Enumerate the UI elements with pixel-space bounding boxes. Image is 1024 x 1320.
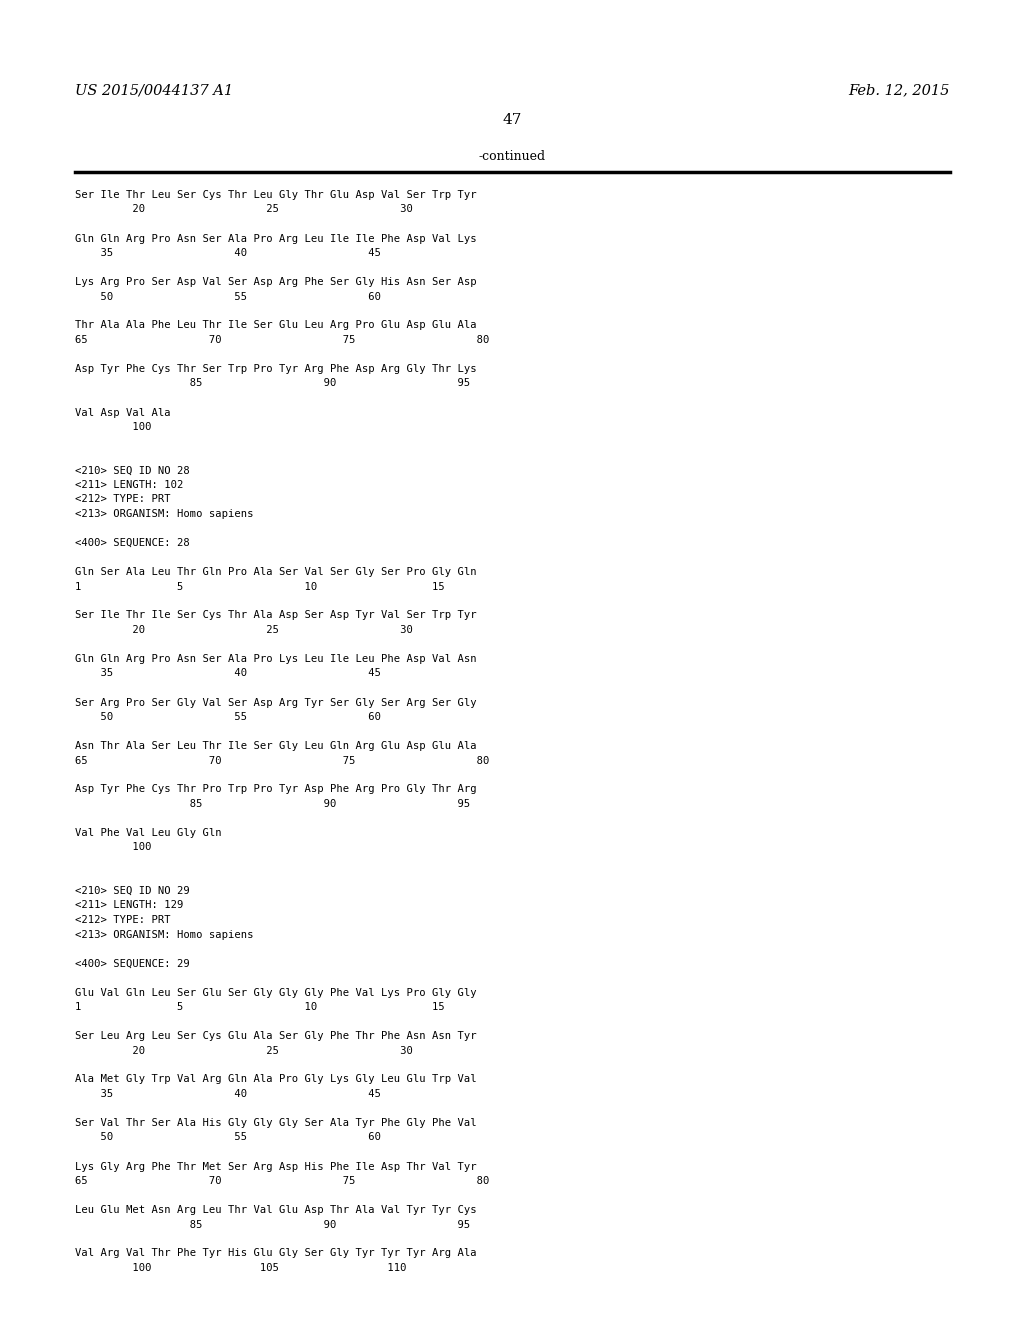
Text: <210> SEQ ID NO 29: <210> SEQ ID NO 29 — [75, 886, 189, 896]
Text: -continued: -continued — [478, 150, 546, 164]
Text: Feb. 12, 2015: Feb. 12, 2015 — [849, 83, 950, 96]
Text: 35                   40                   45: 35 40 45 — [75, 668, 381, 678]
Text: 100                 105                 110: 100 105 110 — [75, 1263, 407, 1272]
Text: Val Arg Val Thr Phe Tyr His Glu Gly Ser Gly Tyr Tyr Tyr Arg Ala: Val Arg Val Thr Phe Tyr His Glu Gly Ser … — [75, 1249, 476, 1258]
Text: 65                   70                   75                   80: 65 70 75 80 — [75, 1176, 489, 1185]
Text: Ser Leu Arg Leu Ser Cys Glu Ala Ser Gly Phe Thr Phe Asn Asn Tyr: Ser Leu Arg Leu Ser Cys Glu Ala Ser Gly … — [75, 1031, 476, 1041]
Text: 1               5                   10                  15: 1 5 10 15 — [75, 1002, 444, 1012]
Text: 65                   70                   75                   80: 65 70 75 80 — [75, 335, 489, 345]
Text: Ser Val Thr Ser Ala His Gly Gly Gly Ser Ala Tyr Phe Gly Phe Val: Ser Val Thr Ser Ala His Gly Gly Gly Ser … — [75, 1118, 476, 1129]
Text: 85                   90                   95: 85 90 95 — [75, 799, 470, 809]
Text: Ala Met Gly Trp Val Arg Gln Ala Pro Gly Lys Gly Leu Glu Trp Val: Ala Met Gly Trp Val Arg Gln Ala Pro Gly … — [75, 1074, 476, 1085]
Text: Val Asp Val Ala: Val Asp Val Ala — [75, 408, 171, 417]
Text: 65                   70                   75                   80: 65 70 75 80 — [75, 755, 489, 766]
Text: <400> SEQUENCE: 29: <400> SEQUENCE: 29 — [75, 958, 189, 969]
Text: Gln Gln Arg Pro Asn Ser Ala Pro Arg Leu Ile Ile Phe Asp Val Lys: Gln Gln Arg Pro Asn Ser Ala Pro Arg Leu … — [75, 234, 476, 243]
Text: 35                   40                   45: 35 40 45 — [75, 1089, 381, 1100]
Text: Leu Glu Met Asn Arg Leu Thr Val Glu Asp Thr Ala Val Tyr Tyr Cys: Leu Glu Met Asn Arg Leu Thr Val Glu Asp … — [75, 1205, 476, 1214]
Text: 100: 100 — [75, 842, 152, 853]
Text: Glu Val Gln Leu Ser Glu Ser Gly Gly Gly Phe Val Lys Pro Gly Gly: Glu Val Gln Leu Ser Glu Ser Gly Gly Gly … — [75, 987, 476, 998]
Text: 50                   55                   60: 50 55 60 — [75, 292, 381, 301]
Text: 100: 100 — [75, 422, 152, 432]
Text: 20                   25                   30: 20 25 30 — [75, 624, 413, 635]
Text: 20                   25                   30: 20 25 30 — [75, 1045, 413, 1056]
Text: 50                   55                   60: 50 55 60 — [75, 711, 381, 722]
Text: Asn Thr Ala Ser Leu Thr Ile Ser Gly Leu Gln Arg Glu Asp Glu Ala: Asn Thr Ala Ser Leu Thr Ile Ser Gly Leu … — [75, 741, 476, 751]
Text: Lys Arg Pro Ser Asp Val Ser Asp Arg Phe Ser Gly His Asn Ser Asp: Lys Arg Pro Ser Asp Val Ser Asp Arg Phe … — [75, 277, 476, 286]
Text: 85                   90                   95: 85 90 95 — [75, 379, 470, 388]
Text: <212> TYPE: PRT: <212> TYPE: PRT — [75, 915, 171, 925]
Text: <400> SEQUENCE: 28: <400> SEQUENCE: 28 — [75, 539, 189, 548]
Text: 85                   90                   95: 85 90 95 — [75, 1220, 470, 1229]
Text: Val Phe Val Leu Gly Gln: Val Phe Val Leu Gly Gln — [75, 828, 221, 838]
Text: US 2015/0044137 A1: US 2015/0044137 A1 — [75, 83, 233, 96]
Text: Lys Gly Arg Phe Thr Met Ser Arg Asp His Phe Ile Asp Thr Val Tyr: Lys Gly Arg Phe Thr Met Ser Arg Asp His … — [75, 1162, 476, 1172]
Text: <211> LENGTH: 102: <211> LENGTH: 102 — [75, 480, 183, 490]
Text: Gln Gln Arg Pro Asn Ser Ala Pro Lys Leu Ile Leu Phe Asp Val Asn: Gln Gln Arg Pro Asn Ser Ala Pro Lys Leu … — [75, 653, 476, 664]
Text: <212> TYPE: PRT: <212> TYPE: PRT — [75, 495, 171, 504]
Text: Asp Tyr Phe Cys Thr Pro Trp Pro Tyr Asp Phe Arg Pro Gly Thr Arg: Asp Tyr Phe Cys Thr Pro Trp Pro Tyr Asp … — [75, 784, 476, 795]
Text: <211> LENGTH: 129: <211> LENGTH: 129 — [75, 900, 183, 911]
Text: Ser Arg Pro Ser Gly Val Ser Asp Arg Tyr Ser Gly Ser Arg Ser Gly: Ser Arg Pro Ser Gly Val Ser Asp Arg Tyr … — [75, 697, 476, 708]
Text: <210> SEQ ID NO 28: <210> SEQ ID NO 28 — [75, 466, 189, 475]
Text: 50                   55                   60: 50 55 60 — [75, 1133, 381, 1143]
Text: 20                   25                   30: 20 25 30 — [75, 205, 413, 214]
Text: Thr Ala Ala Phe Leu Thr Ile Ser Glu Leu Arg Pro Glu Asp Glu Ala: Thr Ala Ala Phe Leu Thr Ile Ser Glu Leu … — [75, 321, 476, 330]
Text: Gln Ser Ala Leu Thr Gln Pro Ala Ser Val Ser Gly Ser Pro Gly Gln: Gln Ser Ala Leu Thr Gln Pro Ala Ser Val … — [75, 568, 476, 577]
Text: <213> ORGANISM: Homo sapiens: <213> ORGANISM: Homo sapiens — [75, 929, 254, 940]
Text: Asp Tyr Phe Cys Thr Ser Trp Pro Tyr Arg Phe Asp Arg Gly Thr Lys: Asp Tyr Phe Cys Thr Ser Trp Pro Tyr Arg … — [75, 364, 476, 374]
Text: Ser Ile Thr Ile Ser Cys Thr Ala Asp Ser Asp Tyr Val Ser Trp Tyr: Ser Ile Thr Ile Ser Cys Thr Ala Asp Ser … — [75, 610, 476, 620]
Text: 47: 47 — [503, 114, 521, 127]
Text: Ser Ile Thr Leu Ser Cys Thr Leu Gly Thr Glu Asp Val Ser Trp Tyr: Ser Ile Thr Leu Ser Cys Thr Leu Gly Thr … — [75, 190, 476, 201]
Text: <213> ORGANISM: Homo sapiens: <213> ORGANISM: Homo sapiens — [75, 510, 254, 519]
Text: 1               5                   10                  15: 1 5 10 15 — [75, 582, 444, 591]
Text: 35                   40                   45: 35 40 45 — [75, 248, 381, 257]
